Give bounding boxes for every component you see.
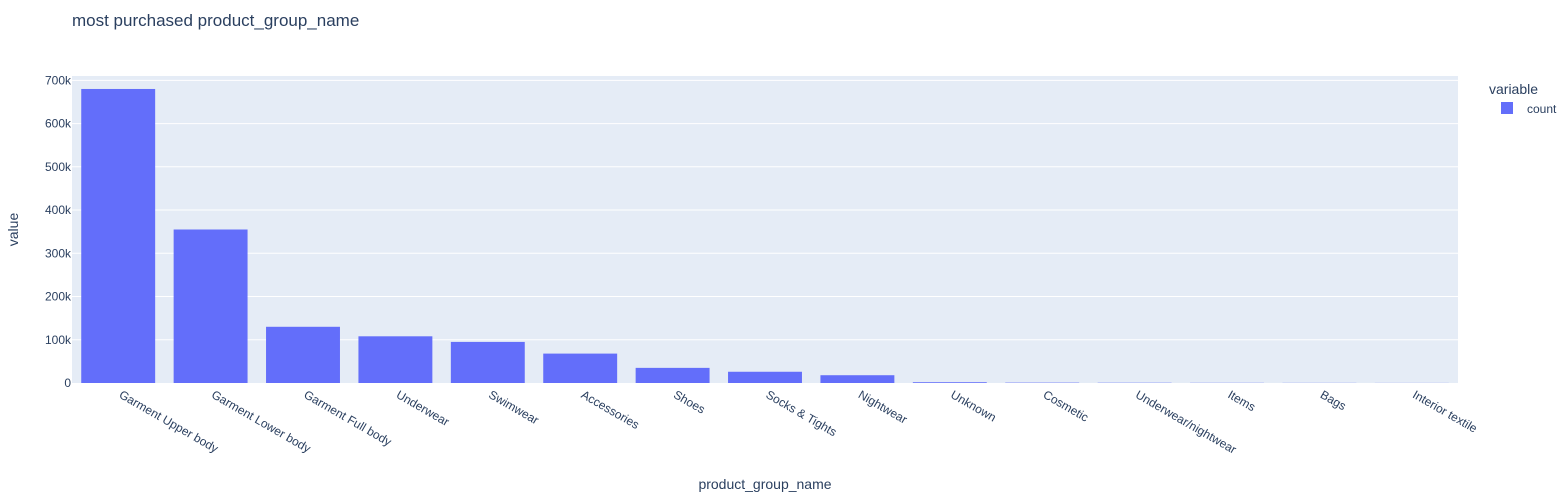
y-tick-label: 500k: [45, 160, 72, 174]
x-tick-label: Unknown: [948, 387, 998, 424]
x-tick-label: Garment Lower body: [209, 387, 313, 455]
legend-swatch[interactable]: [1501, 102, 1513, 114]
bar[interactable]: [543, 353, 618, 383]
y-tick-label: 0: [64, 376, 71, 390]
y-tick-label: 300k: [45, 246, 72, 260]
x-tick-label: Nightwear: [856, 387, 910, 426]
legend-title: variable: [1489, 81, 1538, 97]
y-tick-label: 600k: [45, 117, 72, 131]
x-tick-label: Cosmetic: [1041, 387, 1091, 424]
bar[interactable]: [266, 326, 340, 383]
bar[interactable]: [912, 382, 987, 383]
y-axis-ticks: 0 100k 200k 300k 400k 500k 600k 700k: [45, 73, 72, 390]
bar[interactable]: [728, 371, 802, 383]
x-tick-label: Garment Upper body: [117, 387, 221, 455]
x-tick-label: Garment Full body: [302, 387, 394, 448]
y-tick-label: 200k: [45, 290, 72, 304]
y-axis-title: value: [5, 213, 21, 247]
bar[interactable]: [450, 341, 525, 383]
x-tick-label: Underwear: [394, 387, 452, 428]
x-tick-label: Shoes: [671, 387, 707, 416]
bars: [81, 88, 1449, 384]
x-axis-title: product_group_name: [698, 476, 831, 492]
bar[interactable]: [173, 229, 248, 384]
bar[interactable]: [820, 375, 895, 383]
chart-title: most purchased product_group_name: [72, 11, 359, 30]
y-tick-label: 100k: [45, 333, 72, 347]
x-tick-label: Interior textile: [1410, 387, 1480, 435]
y-tick-label: 400k: [45, 203, 72, 217]
bar[interactable]: [635, 367, 710, 383]
legend[interactable]: variable count: [1489, 81, 1557, 116]
x-tick-label: Swimwear: [486, 387, 541, 427]
bar[interactable]: [81, 88, 156, 383]
legend-item-count[interactable]: count: [1527, 102, 1557, 116]
x-tick-label: Accessories: [579, 387, 642, 431]
bar[interactable]: [358, 336, 433, 383]
x-tick-label: Socks & Tights: [764, 387, 840, 439]
x-tick-label: Items: [1226, 387, 1258, 414]
x-tick-label: Bags: [1318, 387, 1349, 413]
y-tick-label: 700k: [45, 73, 72, 87]
x-tick-label: Underwear/nightwear: [1133, 387, 1239, 456]
